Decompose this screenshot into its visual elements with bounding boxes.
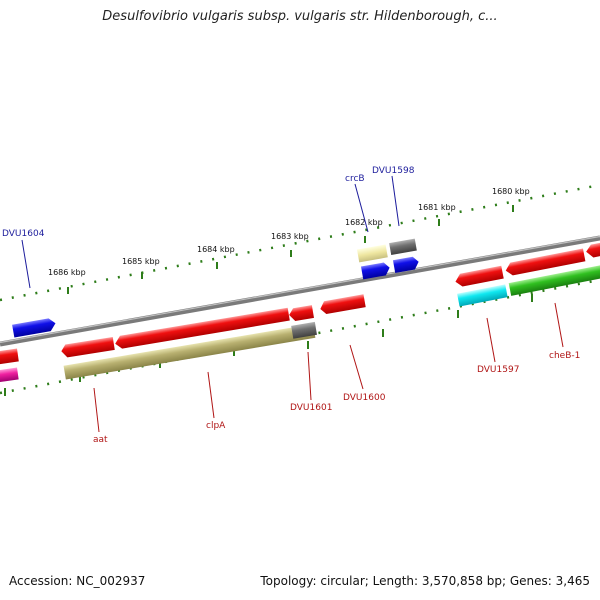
genome-backbone <box>0 235 600 347</box>
gene-label-crcB[interactable]: crcB <box>345 174 365 184</box>
accession-label: Accession: NC_002937 <box>9 574 146 588</box>
gene-feature-blue[interactable] <box>392 256 420 273</box>
gene-feature-blue[interactable] <box>12 317 57 338</box>
upper-ruler-line <box>0 183 600 302</box>
leader-line <box>307 351 312 401</box>
gene-feature-blue[interactable] <box>360 262 391 280</box>
leader-line <box>554 302 564 348</box>
ruler-tick-label: 1685 kbp <box>122 257 160 266</box>
gene-feature-red[interactable] <box>454 265 504 288</box>
gene-label-DVU1601[interactable]: DVU1601 <box>290 403 332 413</box>
gene-feature-red[interactable] <box>585 242 600 258</box>
map-title: Desulfovibrio vulgaris subsp. vulgaris s… <box>102 9 498 24</box>
gene-label-DVU1600[interactable]: DVU1600 <box>343 393 386 403</box>
leader-line <box>391 175 400 227</box>
ruler-tick-label: 1680 kbp <box>492 187 530 196</box>
ruler-tick-label: 1682 kbp <box>345 218 383 227</box>
leader-line <box>354 183 369 233</box>
gene-label-DVU1604[interactable]: DVU1604 <box>2 229 45 239</box>
ruler-tick-label: 1681 kbp <box>418 203 456 212</box>
ruler-tick-label: 1683 kbp <box>271 232 309 241</box>
ruler-tick-label: 1686 kbp <box>48 268 86 277</box>
leader-line <box>93 387 100 433</box>
gene-feature-cream[interactable] <box>356 244 388 263</box>
gene-feature-red[interactable] <box>0 348 19 365</box>
leader-line <box>486 317 496 363</box>
leader-line <box>207 371 215 419</box>
gene-feature-DVU1597[interactable] <box>457 284 508 307</box>
gene-label-DVU1598[interactable]: DVU1598 <box>372 166 415 176</box>
gene-feature-cheB-1[interactable] <box>508 264 600 296</box>
leader-line <box>349 344 364 390</box>
gene-feature-grey[interactable] <box>291 321 317 339</box>
gene-feature-clpA-top[interactable] <box>114 307 290 350</box>
gene-label-DVU1597[interactable]: DVU1597 <box>477 365 519 375</box>
gene-feature-red[interactable] <box>288 305 314 322</box>
gene-label-clpA[interactable]: clpA <box>206 421 226 431</box>
gene-feature-magenta[interactable] <box>0 367 19 383</box>
ruler-tick-label: 1684 kbp <box>197 245 235 254</box>
gene-feature-aat[interactable] <box>60 337 115 358</box>
leader-line <box>21 239 31 289</box>
topology-label: Topology: circular; Length: 3,570,858 bp… <box>260 574 590 588</box>
gene-feature-clpA[interactable] <box>63 323 316 380</box>
gene-feature-grey[interactable] <box>389 238 417 255</box>
upper-major-ticks <box>67 205 514 294</box>
gene-feature-red[interactable] <box>504 248 586 276</box>
gene-label-cheB-1[interactable]: cheB-1 <box>549 351 580 361</box>
gene-feature-DVU1600[interactable] <box>319 294 366 315</box>
gene-label-aat[interactable]: aat <box>93 435 108 445</box>
